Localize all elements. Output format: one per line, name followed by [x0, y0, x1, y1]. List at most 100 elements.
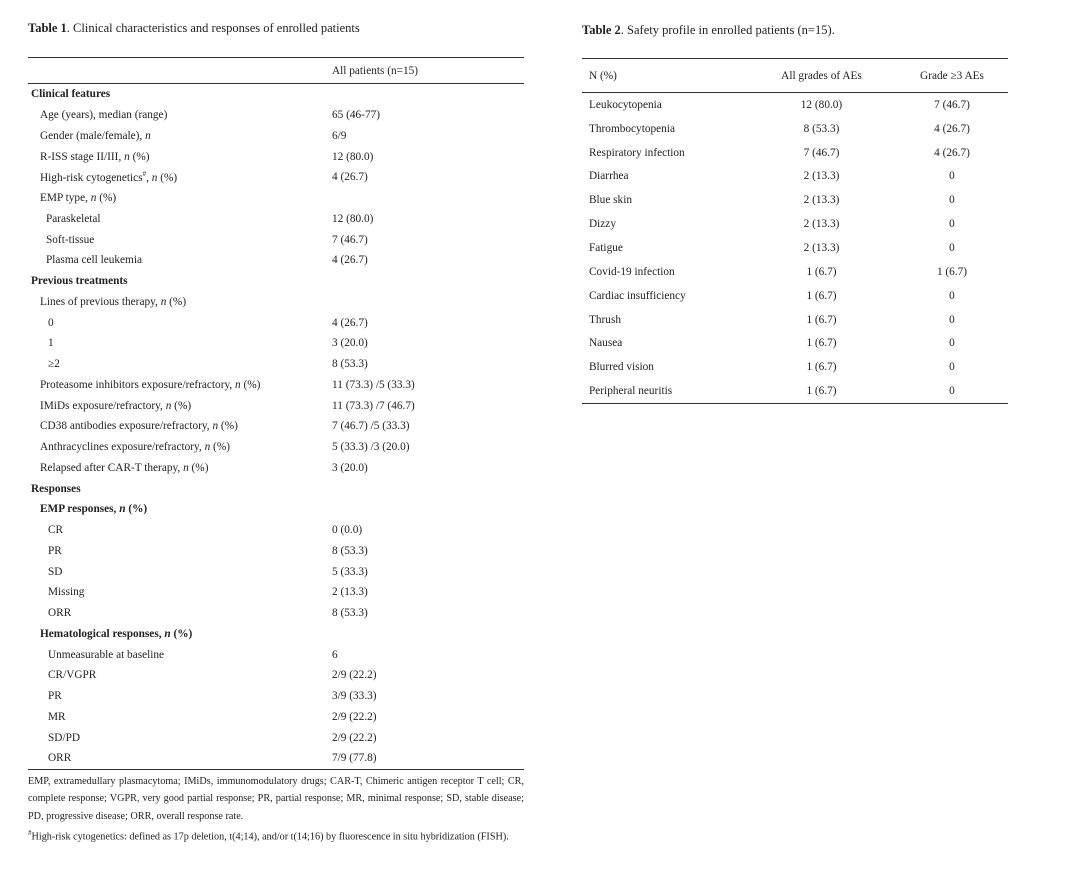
table-row: PR 8 (53.3): [28, 541, 524, 562]
row-value: [332, 84, 524, 105]
row-label: Missing: [48, 586, 85, 599]
row-value: 0 (0.0): [332, 524, 363, 537]
row-label: R-ISS stage II/III, n (%): [40, 150, 150, 163]
table-row: Soft-tissue 7 (46.7): [28, 229, 524, 250]
all-grades-value: 2 (13.3): [803, 170, 840, 183]
table-row: Blurred vision 1 (6.7) 0: [582, 355, 1008, 379]
all-grades-value: 2 (13.3): [803, 218, 840, 231]
table-1-header-row: All patients (n=15): [28, 58, 524, 84]
table-row: PR 3/9 (33.3): [28, 686, 524, 707]
table-1-caption: Table 1. Clinical characteristics and re…: [28, 20, 524, 36]
all-grades-value: 1 (6.7): [806, 385, 837, 398]
footnote-mark: #: [28, 829, 32, 838]
grade3-value: 0: [949, 170, 955, 183]
row-label: Previous treatments: [31, 275, 128, 288]
all-grades-value: 7 (46.7): [803, 146, 840, 159]
table-row: CR 0 (0.0): [28, 520, 524, 541]
row-value: 7 (46.7): [332, 233, 368, 246]
table-1-caption-label: Table 1: [28, 21, 67, 35]
table-row: R-ISS stage II/III, n (%) 12 (80.0): [28, 146, 524, 167]
grade3-value: 4 (26.7): [934, 122, 970, 135]
table-row: EMP responses, n (%): [28, 499, 524, 520]
row-value: 3 (20.0): [332, 461, 368, 474]
table-row: Nausea 1 (6.7) 0: [582, 331, 1008, 355]
table-row: Relapsed after CAR-T therapy, n (%) 3 (20…: [28, 458, 524, 479]
table-row: Hematological responses, n (%): [28, 624, 524, 645]
table-1-footnotes: EMP, extramedullary plasmacytoma; IMiDs,…: [28, 773, 524, 846]
row-label: SD/PD: [48, 731, 81, 744]
table-row: Responses: [28, 478, 524, 499]
footnote-high-risk-text: High-risk cytogenetics: defined as 17p d…: [31, 831, 509, 843]
row-value: 12 (80.0): [332, 212, 374, 225]
row-value: [332, 624, 524, 645]
row-label: SD: [48, 565, 63, 578]
table-row: Diarrhea 2 (13.3) 0: [582, 165, 1008, 189]
row-label: Hematological responses, n (%): [40, 627, 193, 640]
row-value: 7/9 (77.8): [332, 752, 377, 765]
ae-name: Nausea: [589, 337, 623, 350]
table-row: Previous treatments: [28, 271, 524, 292]
ae-name: Leukocytopenia: [589, 98, 662, 111]
row-label: PR: [48, 544, 62, 557]
row-value: [332, 499, 524, 520]
row-label: EMP type, n (%): [40, 192, 117, 205]
ae-name: Cardiac insufficiency: [589, 289, 686, 302]
table-2-header-n: N (%): [582, 59, 759, 93]
row-label: Responses: [31, 482, 81, 495]
table-row: Covid-19 infection 1 (6.7) 1 (6.7): [582, 260, 1008, 284]
table-2-container: Table 2. Safety profile in enrolled pati…: [582, 22, 1008, 404]
table-row: Fatigue 2 (13.3) 0: [582, 236, 1008, 260]
table-2-bottom-rule: [582, 402, 1008, 404]
row-label: Anthracyclines exposure/refractory, n (%…: [40, 441, 230, 454]
table-1-header: All patients (n=15): [332, 58, 524, 84]
table-2-body: N (%) All grades of AEs Grade ≥3 AEs Leu…: [582, 59, 1008, 403]
table-2-caption-label: Table 2: [582, 23, 621, 37]
row-value: 12 (80.0): [332, 150, 374, 163]
ae-name: Thrush: [589, 313, 622, 326]
ae-name: Respiratory infection: [589, 146, 685, 159]
table-row: Dizzy 2 (13.3) 0: [582, 212, 1008, 236]
row-label: CR/VGPR: [48, 669, 97, 682]
grade3-value: 0: [949, 218, 955, 231]
row-value: 5 (33.3) /3 (20.0): [332, 441, 410, 454]
table-row: Missing 2 (13.3): [28, 582, 524, 603]
table-1-container: Table 1. Clinical characteristics and re…: [28, 20, 524, 846]
row-value: 5 (33.3): [332, 565, 368, 578]
row-value: 8 (53.3): [332, 358, 368, 371]
row-value: 65 (46-77): [332, 109, 381, 122]
grade3-value: 0: [949, 241, 955, 254]
grade3-value: 0: [949, 385, 955, 398]
table-1-top-rule: [28, 57, 524, 58]
row-value: 2/9 (22.2): [332, 710, 377, 723]
all-grades-value: 2 (13.3): [803, 241, 840, 254]
table-2-caption-text: . Safety profile in enrolled patients (n…: [620, 23, 835, 37]
grade3-value: 7 (46.7): [934, 98, 970, 111]
grade3-value: 0: [949, 313, 955, 326]
row-label: IMiDs exposure/refractory, n (%): [40, 399, 192, 412]
table-2-top-rule: [582, 58, 1008, 59]
row-value: 8 (53.3): [332, 607, 368, 620]
table-row: Plasma cell leukemia 4 (26.7): [28, 250, 524, 271]
table-row: Thrush 1 (6.7) 0: [582, 308, 1008, 332]
table-row: SD 5 (33.3): [28, 561, 524, 582]
row-label: Clinical features: [31, 88, 111, 101]
table-row: High-risk cytogenetics#, n (%) 4 (26.7): [28, 167, 524, 188]
row-label: EMP responses, n (%): [40, 503, 148, 516]
row-value: 7 (46.7) /5 (33.3): [332, 420, 410, 433]
row-label: 0: [48, 316, 54, 329]
row-label: Plasma cell leukemia: [46, 254, 142, 267]
row-label: Gender (male/female), n: [40, 129, 151, 142]
ae-name: Thrombocytopenia: [589, 122, 675, 135]
table-1-body: All patients (n=15) Clinical features Age…: [28, 58, 524, 769]
all-grades-value: 1 (6.7): [806, 265, 837, 278]
row-label: CD38 antibodies exposure/refractory, n (…: [40, 420, 238, 433]
table-row: Unmeasurable at baseline 6: [28, 644, 524, 665]
table-row: Peripheral neuritis 1 (6.7) 0: [582, 379, 1008, 403]
row-value: 2/9 (22.2): [332, 669, 377, 682]
ae-name: Fatigue: [589, 241, 623, 254]
row-value: 4 (26.7): [332, 254, 368, 267]
row-value: 8 (53.3): [332, 544, 368, 557]
row-value: 3/9 (33.3): [332, 690, 377, 703]
row-label: CR: [48, 524, 64, 537]
table-row: CR/VGPR 2/9 (22.2): [28, 665, 524, 686]
